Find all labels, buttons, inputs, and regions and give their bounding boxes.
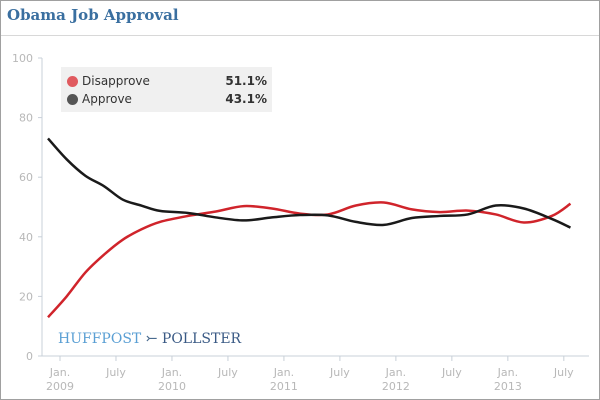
x-tick-year: 2011 bbox=[270, 380, 298, 393]
x-tick-label: July bbox=[217, 366, 238, 379]
x-tick-label: July bbox=[441, 366, 462, 379]
x-tick-label: Jan. bbox=[497, 366, 518, 379]
y-tick-label: 80 bbox=[19, 112, 33, 125]
y-tick-label: 100 bbox=[12, 52, 33, 65]
logo-pollster: POLLSTER bbox=[161, 331, 242, 347]
x-tick-label: Jan. bbox=[49, 366, 70, 379]
x-tick-label: Jan. bbox=[385, 366, 406, 379]
legend-item-disapprove[interactable]: Disapprove 51.1% bbox=[67, 74, 267, 90]
logo-bird-icon: ⤚ bbox=[145, 331, 158, 347]
y-tick-label: 0 bbox=[26, 350, 33, 363]
title-divider bbox=[1, 35, 599, 36]
y-tick-label: 20 bbox=[19, 290, 33, 303]
x-tick-label: July bbox=[105, 366, 126, 379]
y-tick-label: 40 bbox=[19, 231, 33, 244]
legend-label: Disapprove bbox=[82, 74, 150, 88]
x-tick-year: 2009 bbox=[46, 380, 74, 393]
series-line-approve bbox=[47, 137, 572, 229]
legend-label: Approve bbox=[82, 92, 132, 106]
x-tick-year: 2012 bbox=[382, 380, 410, 393]
approve-swatch bbox=[67, 94, 78, 105]
disapprove-swatch bbox=[67, 76, 78, 87]
legend-value: 51.1% bbox=[225, 74, 267, 88]
legend-value: 43.1% bbox=[225, 92, 267, 106]
chart-title: Obama Job Approval bbox=[7, 6, 179, 24]
series-line-disapprove bbox=[47, 201, 572, 319]
pollster-logo: HUFFPOST ⤚ POLLSTER bbox=[58, 331, 241, 347]
legend: Disapprove 51.1% Approve 43.1% bbox=[61, 67, 272, 112]
x-tick-label: Jan. bbox=[273, 366, 294, 379]
logo-huffpost: HUFFPOST bbox=[58, 331, 142, 347]
y-tick-label: 60 bbox=[19, 171, 33, 184]
x-tick-year: 2010 bbox=[158, 380, 186, 393]
x-tick-year: 2013 bbox=[494, 380, 522, 393]
x-tick-label: July bbox=[553, 366, 574, 379]
x-tick-label: Jan. bbox=[161, 366, 182, 379]
legend-item-approve[interactable]: Approve 43.1% bbox=[67, 92, 267, 108]
x-tick-label: July bbox=[329, 366, 350, 379]
